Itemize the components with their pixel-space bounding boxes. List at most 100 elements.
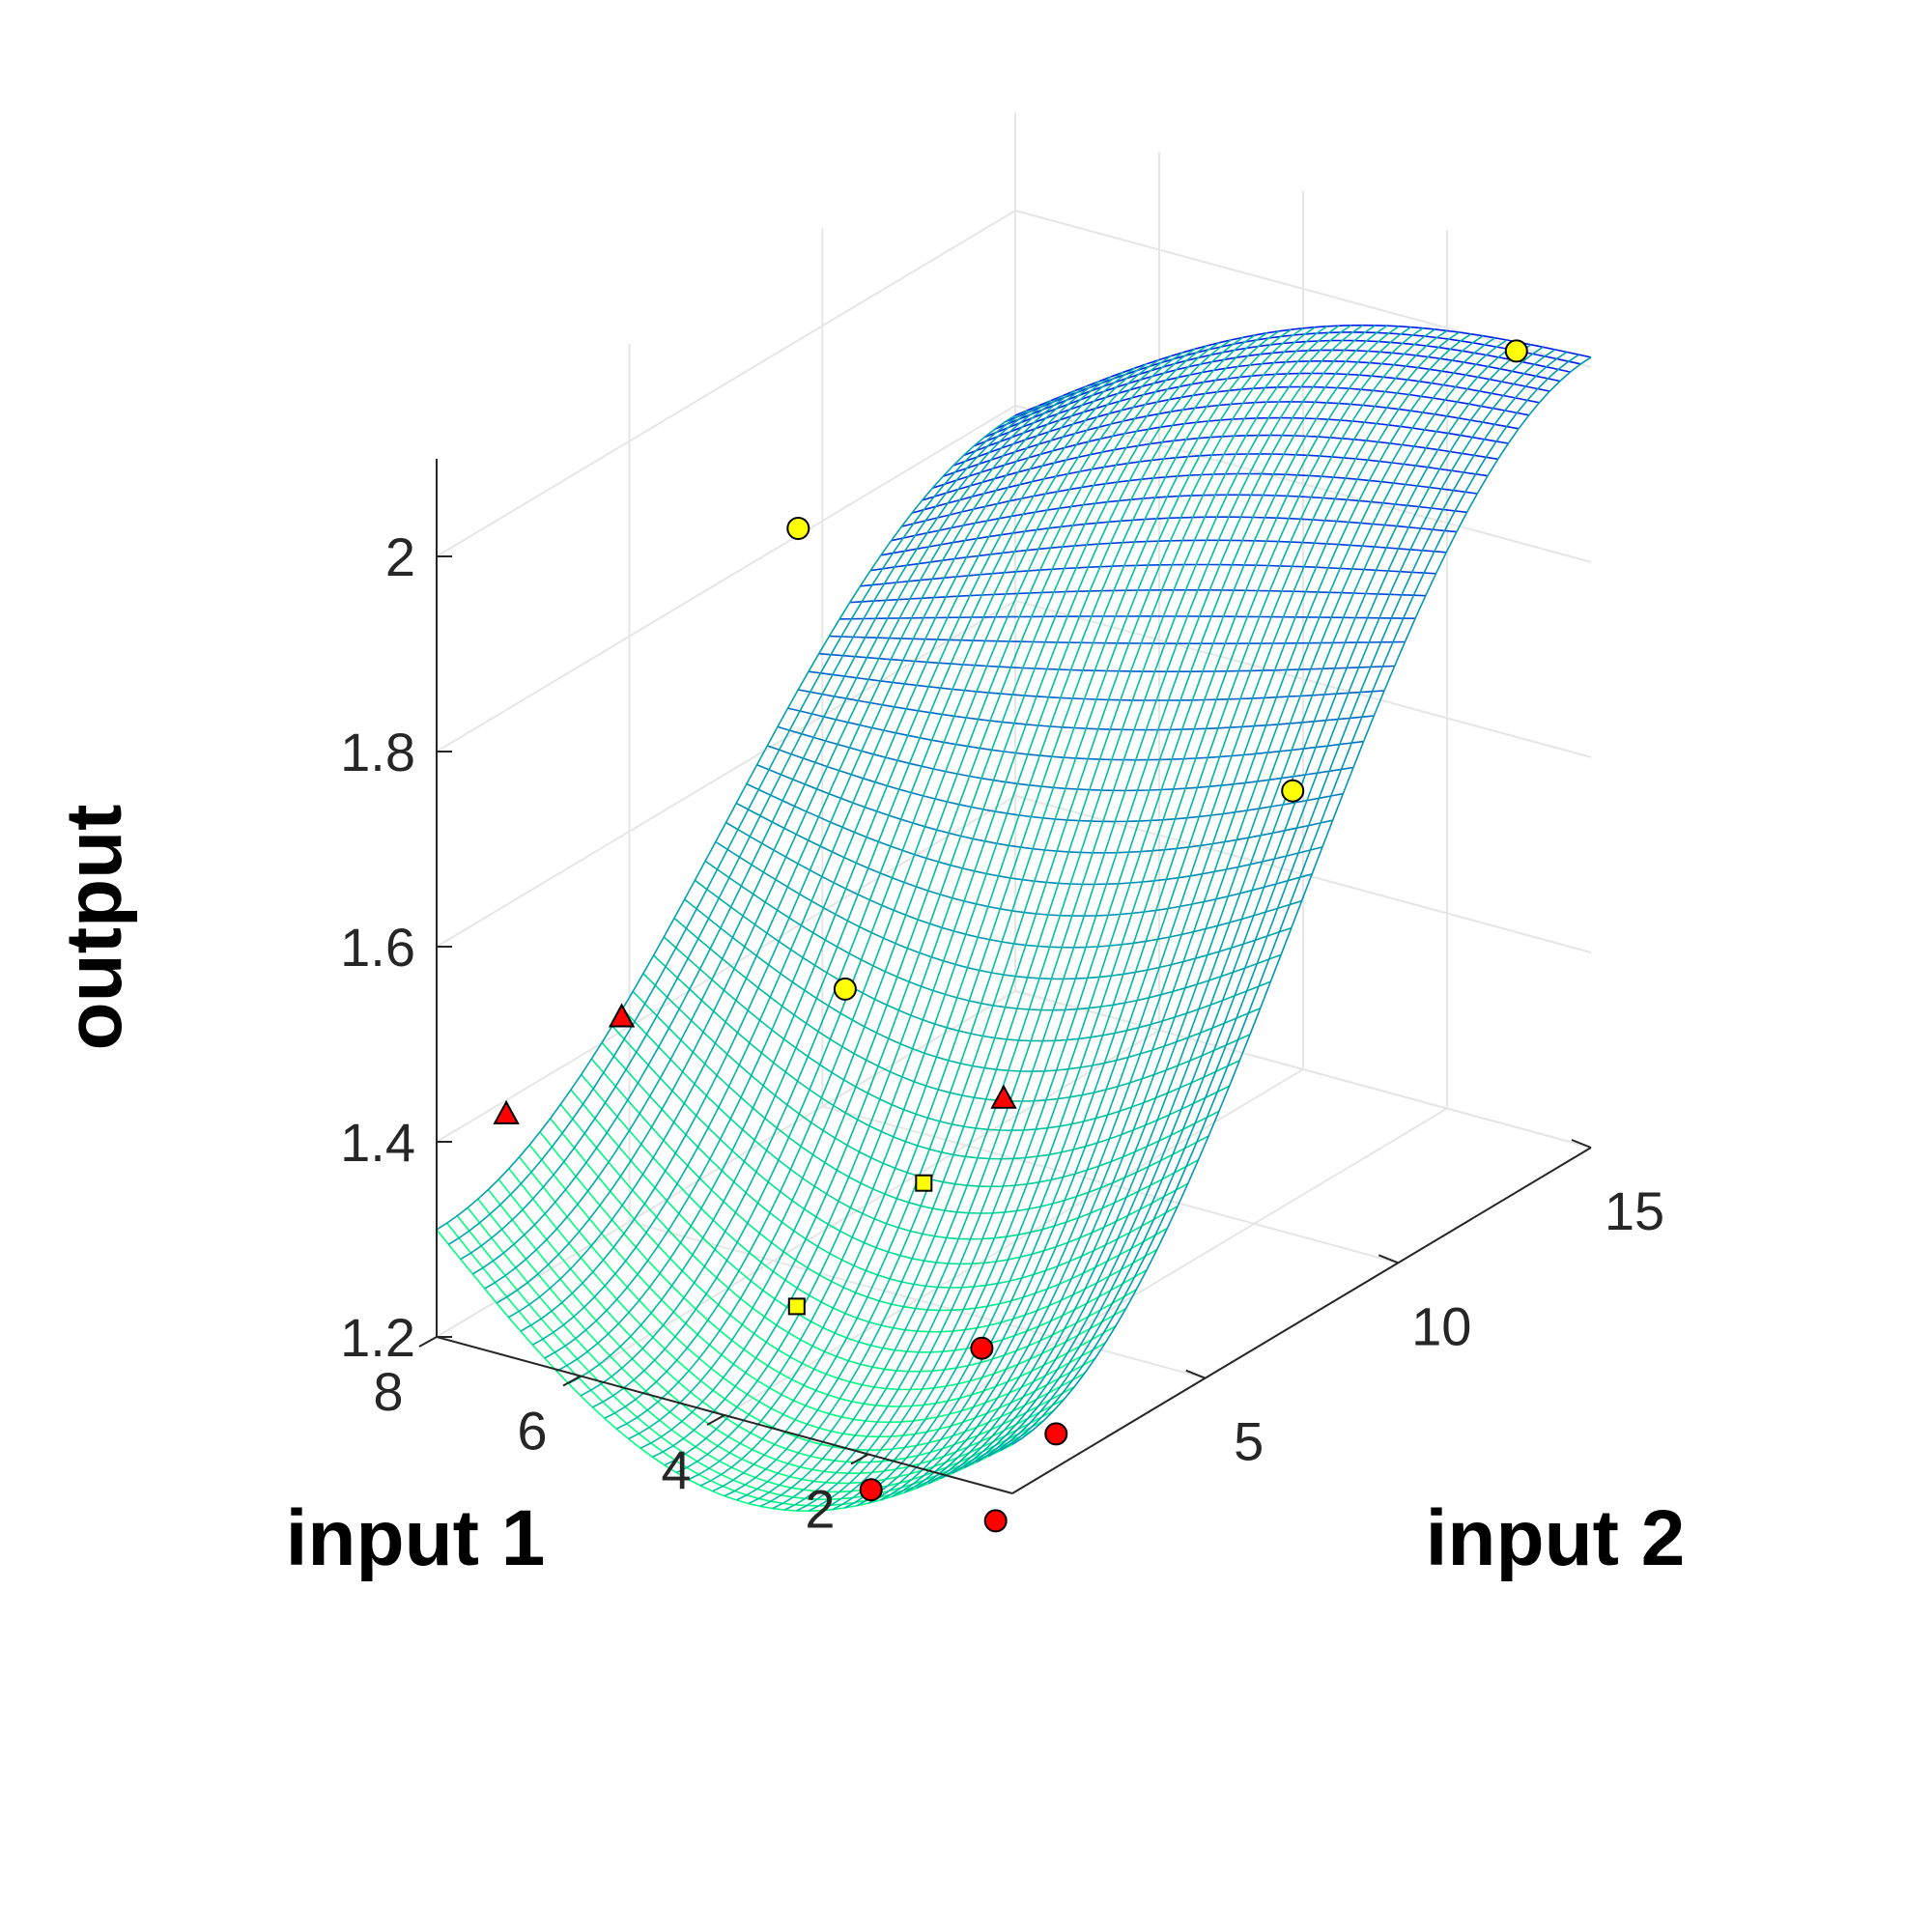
surface-line	[903, 335, 1484, 1493]
z-tick-label: 1.8	[340, 722, 415, 782]
y-tick	[1378, 1254, 1399, 1264]
grid-line-x	[580, 1029, 1160, 1377]
surface-line	[772, 325, 1352, 1510]
surface-line	[796, 325, 1376, 1512]
data-markers	[493, 339, 1528, 1533]
surface-line	[976, 349, 1556, 1463]
data-point	[983, 1509, 1008, 1533]
z-tick-label: 2	[385, 526, 415, 587]
y-tick	[1571, 1139, 1592, 1149]
surface-line	[675, 334, 1256, 1474]
surface-line	[916, 337, 1496, 1490]
surface-line	[508, 384, 1088, 1319]
surface-line	[568, 362, 1148, 1385]
x-tick	[418, 1336, 438, 1348]
surface-line	[1011, 356, 1592, 1446]
data-point	[786, 517, 810, 540]
x-tick-label: 8	[373, 1361, 403, 1422]
surface-line	[880, 331, 1460, 1501]
surface-line	[496, 389, 1076, 1304]
surface-line	[712, 328, 1292, 1492]
y-tick-label: 5	[1234, 1411, 1264, 1472]
grid-line-z	[436, 210, 1016, 557]
data-point	[1504, 339, 1528, 363]
data-point	[1281, 779, 1305, 803]
tick-labels: 2 4 6 8 5 10 15 1.2 1.4 1.6 1.8 2	[340, 526, 1664, 1540]
surface-line	[436, 414, 1016, 1231]
data-point	[493, 1099, 520, 1124]
surface-line	[748, 326, 1328, 1505]
surface-line	[531, 376, 1112, 1346]
grid-line-z	[436, 405, 1016, 753]
surface-line	[688, 332, 1268, 1481]
y-axis-title: input 2	[1426, 1494, 1686, 1582]
surface-line	[746, 782, 1323, 886]
surface-line	[555, 367, 1136, 1373]
x-tick	[562, 1375, 582, 1387]
surface-line	[725, 821, 1302, 949]
surface-line	[471, 399, 1052, 1275]
data-point	[787, 1297, 806, 1316]
y-tick-label: 10	[1411, 1295, 1471, 1356]
data-point	[1044, 1422, 1068, 1446]
surface-line	[704, 860, 1282, 1011]
surface-line	[952, 344, 1532, 1474]
surface-line	[856, 328, 1435, 1507]
axes	[418, 459, 1592, 1494]
surface-line	[615, 348, 1196, 1430]
z-axis-title: output	[50, 805, 138, 1051]
y-axis-line	[1011, 1147, 1592, 1494]
x-axis-title: input 1	[286, 1494, 546, 1582]
surface-line	[724, 327, 1304, 1497]
surface-line	[832, 327, 1412, 1511]
surface-line	[580, 358, 1160, 1397]
grid-line-x	[867, 1107, 1448, 1456]
grid-line-z	[436, 600, 1016, 948]
surface-line	[447, 410, 1028, 1245]
data-point	[859, 1478, 883, 1502]
surface-line	[628, 345, 1208, 1440]
z-tick-label: 1.4	[340, 1112, 415, 1173]
surface-line	[652, 339, 1232, 1459]
surface-line	[736, 327, 1316, 1501]
surface-line	[539, 1131, 1117, 1407]
surface-line	[759, 325, 1340, 1508]
surface-line	[550, 1118, 1127, 1391]
surface-line	[699, 330, 1280, 1487]
surface-line	[892, 333, 1472, 1497]
surface-line	[940, 341, 1520, 1480]
surface-line	[653, 954, 1230, 1160]
y-tick-label: 15	[1605, 1180, 1664, 1241]
surface-line	[963, 346, 1544, 1469]
x-tick	[850, 1453, 869, 1465]
surface-mesh	[436, 324, 1592, 1513]
surface-line	[604, 352, 1184, 1420]
surface-line	[497, 1178, 1075, 1463]
surface-line	[592, 355, 1172, 1408]
surface-line	[808, 325, 1388, 1512]
surface-line	[1000, 354, 1579, 1452]
data-point	[990, 1084, 1017, 1109]
surface-line	[927, 339, 1508, 1485]
surface-line	[664, 336, 1244, 1466]
surface-line	[867, 329, 1448, 1504]
x-tick-label: 4	[661, 1439, 691, 1500]
surface-line	[484, 394, 1065, 1290]
data-point	[970, 1336, 994, 1360]
x-tick	[706, 1414, 725, 1426]
data-point	[915, 1174, 933, 1192]
y-tick	[1185, 1369, 1207, 1379]
surface-line	[520, 381, 1100, 1332]
x-tick-label: 6	[517, 1401, 547, 1462]
z-tick-label: 1.6	[340, 917, 415, 978]
x-tick-label: 2	[805, 1479, 835, 1540]
surface-line	[783, 325, 1364, 1511]
data-point	[608, 1003, 636, 1028]
surface-line	[777, 725, 1354, 792]
surface-line	[639, 342, 1220, 1449]
z-tick-label: 1.2	[340, 1307, 415, 1368]
data-point	[833, 977, 857, 1001]
grid-line-z	[436, 795, 1016, 1143]
surface-line	[544, 371, 1124, 1359]
